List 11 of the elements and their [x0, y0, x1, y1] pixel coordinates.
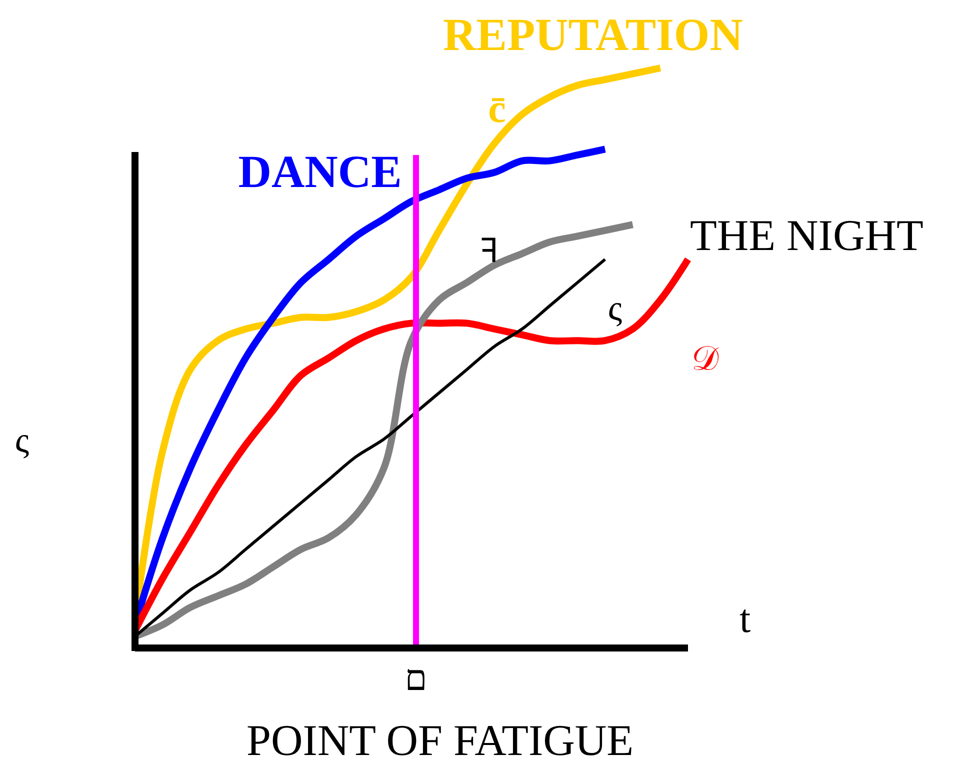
annotation: c̄ [488, 86, 506, 131]
series-label: REPUTATION [443, 9, 743, 60]
annotation: ς [608, 288, 622, 328]
series-label: DANCE [238, 146, 402, 197]
y-axis-title: ς [14, 420, 30, 460]
x-axis-title: t [739, 596, 751, 641]
text: THE NIGHT [690, 211, 924, 260]
text: POINT OF FATIGUE [246, 716, 634, 762]
text: 𝒟 [692, 341, 720, 378]
annotation: ꟻ [481, 233, 499, 270]
text: ם [404, 658, 428, 698]
